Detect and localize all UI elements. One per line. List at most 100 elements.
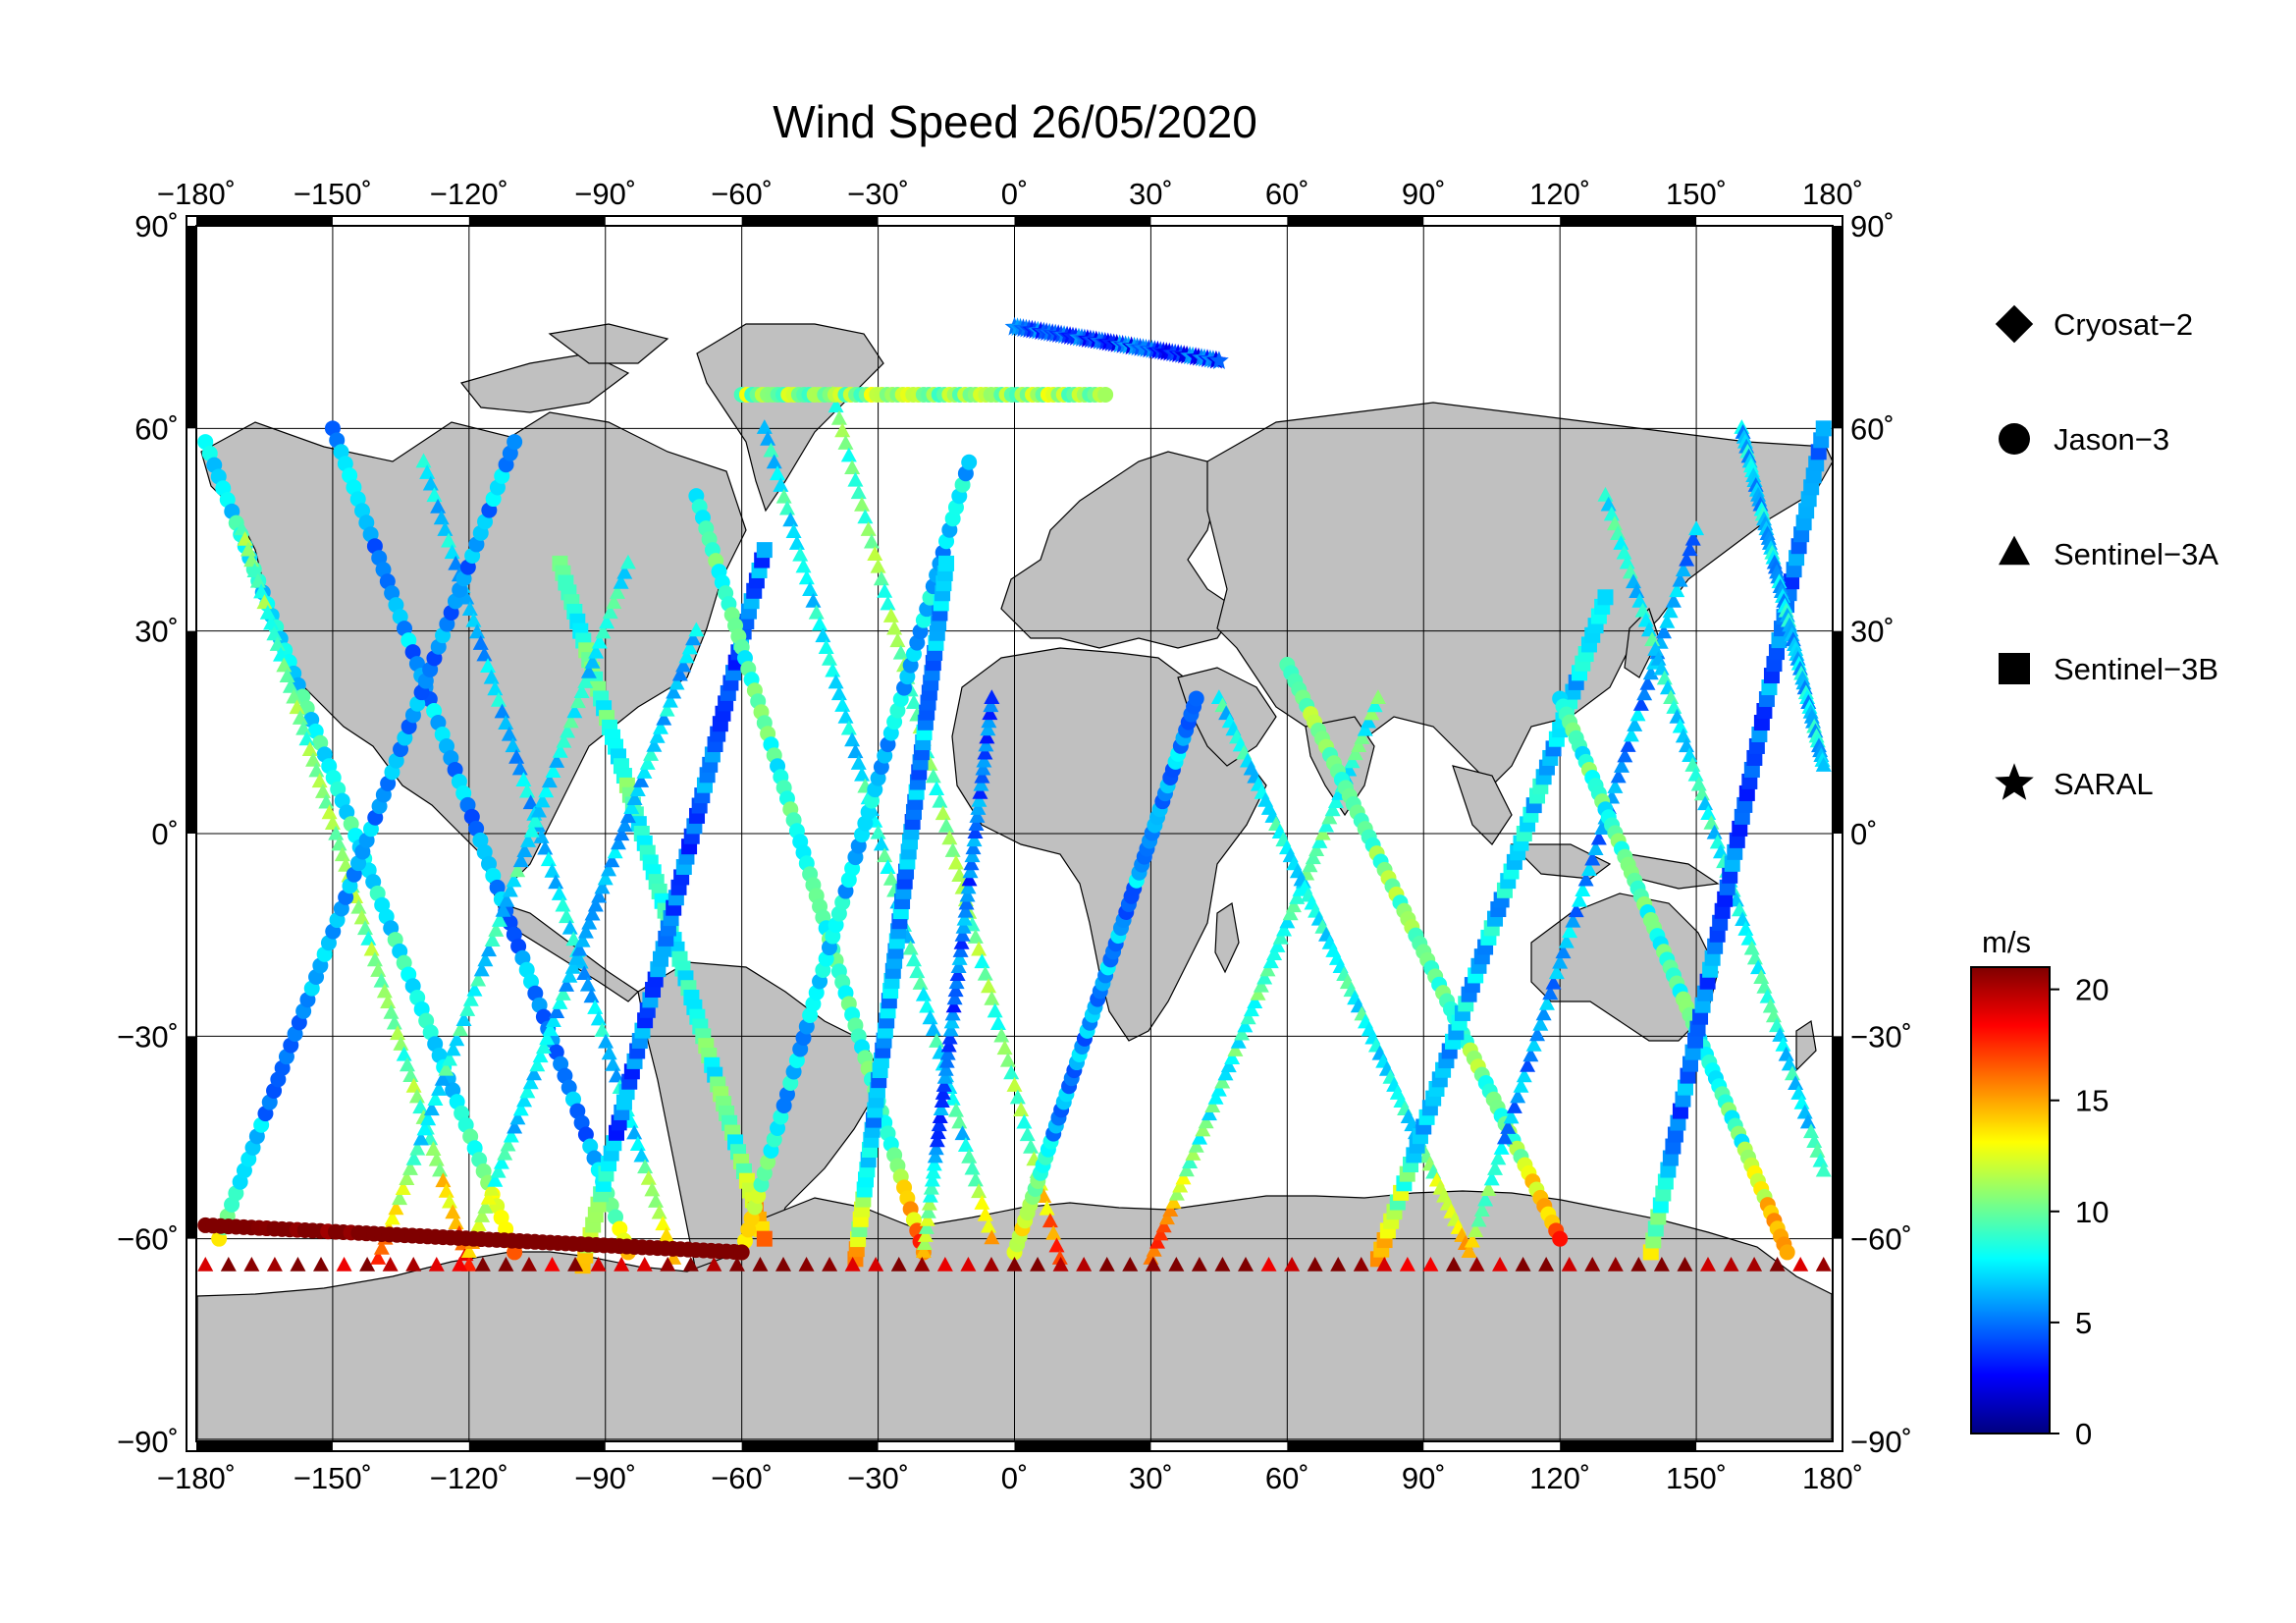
lat-label-right: −30˚ xyxy=(1850,1019,1912,1054)
track-point xyxy=(962,863,979,879)
track-point xyxy=(919,1211,935,1226)
track-point xyxy=(272,646,289,662)
track-point xyxy=(1422,1256,1439,1271)
track-point xyxy=(877,847,893,863)
track-point xyxy=(384,1210,400,1225)
track-point xyxy=(266,625,283,641)
track-point xyxy=(616,817,633,833)
track-point xyxy=(1631,592,1648,608)
track-point xyxy=(506,872,522,888)
track-point xyxy=(1289,890,1306,904)
track-point xyxy=(487,680,504,696)
track-point xyxy=(580,664,597,678)
lat-label-right: 90˚ xyxy=(1850,209,1895,243)
track-point xyxy=(607,843,623,859)
track-point xyxy=(1272,929,1289,945)
track-point xyxy=(1769,1256,1786,1271)
track-point xyxy=(614,826,630,841)
legend-label: SARAL xyxy=(2054,767,2154,801)
track-point xyxy=(837,708,854,724)
track-point xyxy=(987,1002,1003,1018)
track-point xyxy=(539,1030,556,1046)
track-point xyxy=(983,697,999,713)
track-point xyxy=(448,1215,464,1229)
track-point xyxy=(756,542,773,559)
track-point xyxy=(1772,1027,1789,1042)
track-point xyxy=(957,1137,974,1152)
track-point xyxy=(1803,1123,1820,1139)
track-point xyxy=(964,916,981,932)
track-point xyxy=(925,768,941,784)
track-point xyxy=(594,879,611,894)
track-point xyxy=(537,839,554,855)
track-point xyxy=(934,1093,950,1108)
track-point xyxy=(587,1000,604,1014)
track-point xyxy=(396,1046,412,1061)
track-point xyxy=(658,1226,674,1242)
satellite-tracks xyxy=(197,316,1832,1274)
track-point xyxy=(1607,779,1624,793)
track-point xyxy=(844,1256,861,1271)
track-point xyxy=(425,1141,442,1156)
track-point xyxy=(549,1003,565,1018)
track-point xyxy=(555,986,571,1001)
track-point xyxy=(1606,515,1623,531)
track-point xyxy=(610,835,626,850)
lon-label-top: 30˚ xyxy=(1129,177,1173,211)
colorbar-tick-label: 5 xyxy=(2075,1306,2092,1340)
track-point xyxy=(974,1195,990,1210)
track-point xyxy=(981,978,997,994)
track-point xyxy=(1214,1073,1231,1089)
track-point xyxy=(259,604,276,620)
track-point xyxy=(525,1065,542,1081)
track-point xyxy=(1659,679,1676,695)
track-point xyxy=(775,1256,792,1271)
track-point xyxy=(490,691,507,707)
track-point xyxy=(574,932,591,947)
track-point xyxy=(1561,1256,1577,1271)
track-point xyxy=(474,1208,491,1222)
track-point xyxy=(1302,857,1318,873)
track-point xyxy=(974,953,990,969)
track-point xyxy=(882,608,899,622)
track-point xyxy=(1565,912,1581,928)
track-point xyxy=(1445,1256,1462,1271)
track-point xyxy=(955,918,972,934)
track-point xyxy=(1590,830,1607,845)
track-point xyxy=(1746,949,1763,965)
track-point xyxy=(666,683,682,699)
track-point xyxy=(1178,1162,1195,1177)
track-point xyxy=(1587,840,1604,856)
track-point xyxy=(1653,1256,1670,1271)
track-point xyxy=(350,898,367,914)
track-point xyxy=(971,1183,988,1199)
track-point xyxy=(870,824,886,839)
track-point xyxy=(431,1081,448,1096)
track-point xyxy=(1610,525,1627,541)
track-point xyxy=(1614,758,1630,773)
track-point xyxy=(1013,1102,1030,1116)
track-point xyxy=(659,701,675,717)
track-point xyxy=(1285,897,1302,913)
track-point xyxy=(788,535,805,550)
track-point xyxy=(1253,977,1269,993)
track-point xyxy=(1629,706,1646,722)
track-point xyxy=(619,808,636,824)
track-point xyxy=(756,1230,773,1247)
track-point xyxy=(1048,1237,1065,1253)
track-point xyxy=(427,1091,444,1106)
lon-label-bottom: 180˚ xyxy=(1802,1461,1863,1495)
border-bar-top xyxy=(196,216,333,226)
lon-label-bottom: −60˚ xyxy=(711,1461,773,1495)
track-point xyxy=(1640,622,1657,637)
track-point xyxy=(1597,486,1614,502)
track-point xyxy=(1461,1243,1477,1259)
track-point xyxy=(1597,589,1614,606)
track-point xyxy=(405,1150,422,1165)
track-point xyxy=(1351,737,1367,752)
map-border xyxy=(186,215,1843,1452)
track-point xyxy=(886,620,903,635)
track-point xyxy=(1490,1150,1507,1165)
track-point xyxy=(616,564,633,579)
track-point xyxy=(980,721,996,736)
